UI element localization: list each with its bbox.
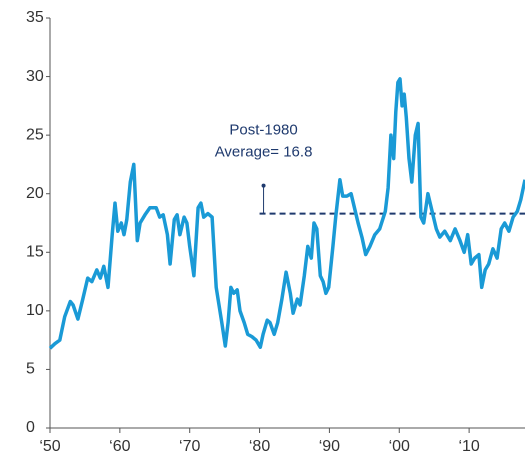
annotation: Average= 16.8 <box>215 144 313 161</box>
y-tick-label: 10 <box>26 302 44 319</box>
x-tick-label: ‘10 <box>458 438 479 455</box>
y-tick-label: 15 <box>26 244 44 261</box>
data-line <box>48 77 525 350</box>
y-tick-label: 20 <box>26 185 44 202</box>
y-tick-label: 35 <box>26 9 44 26</box>
y-tick-label: 25 <box>26 126 44 143</box>
x-tick-label: ‘00 <box>389 438 410 455</box>
x-tick-label: ‘60 <box>109 438 130 455</box>
x-tick-label: ‘50 <box>39 438 60 455</box>
y-tick-label: 0 <box>26 419 35 436</box>
annotation-dot <box>261 183 266 188</box>
y-tick-label: 5 <box>26 361 35 378</box>
x-tick-label: ‘90 <box>319 438 340 455</box>
x-tick-label: ‘80 <box>249 438 270 455</box>
x-tick-label: ‘70 <box>179 438 200 455</box>
y-tick-label: 30 <box>26 68 44 85</box>
annotation: Post-1980 <box>229 122 297 139</box>
